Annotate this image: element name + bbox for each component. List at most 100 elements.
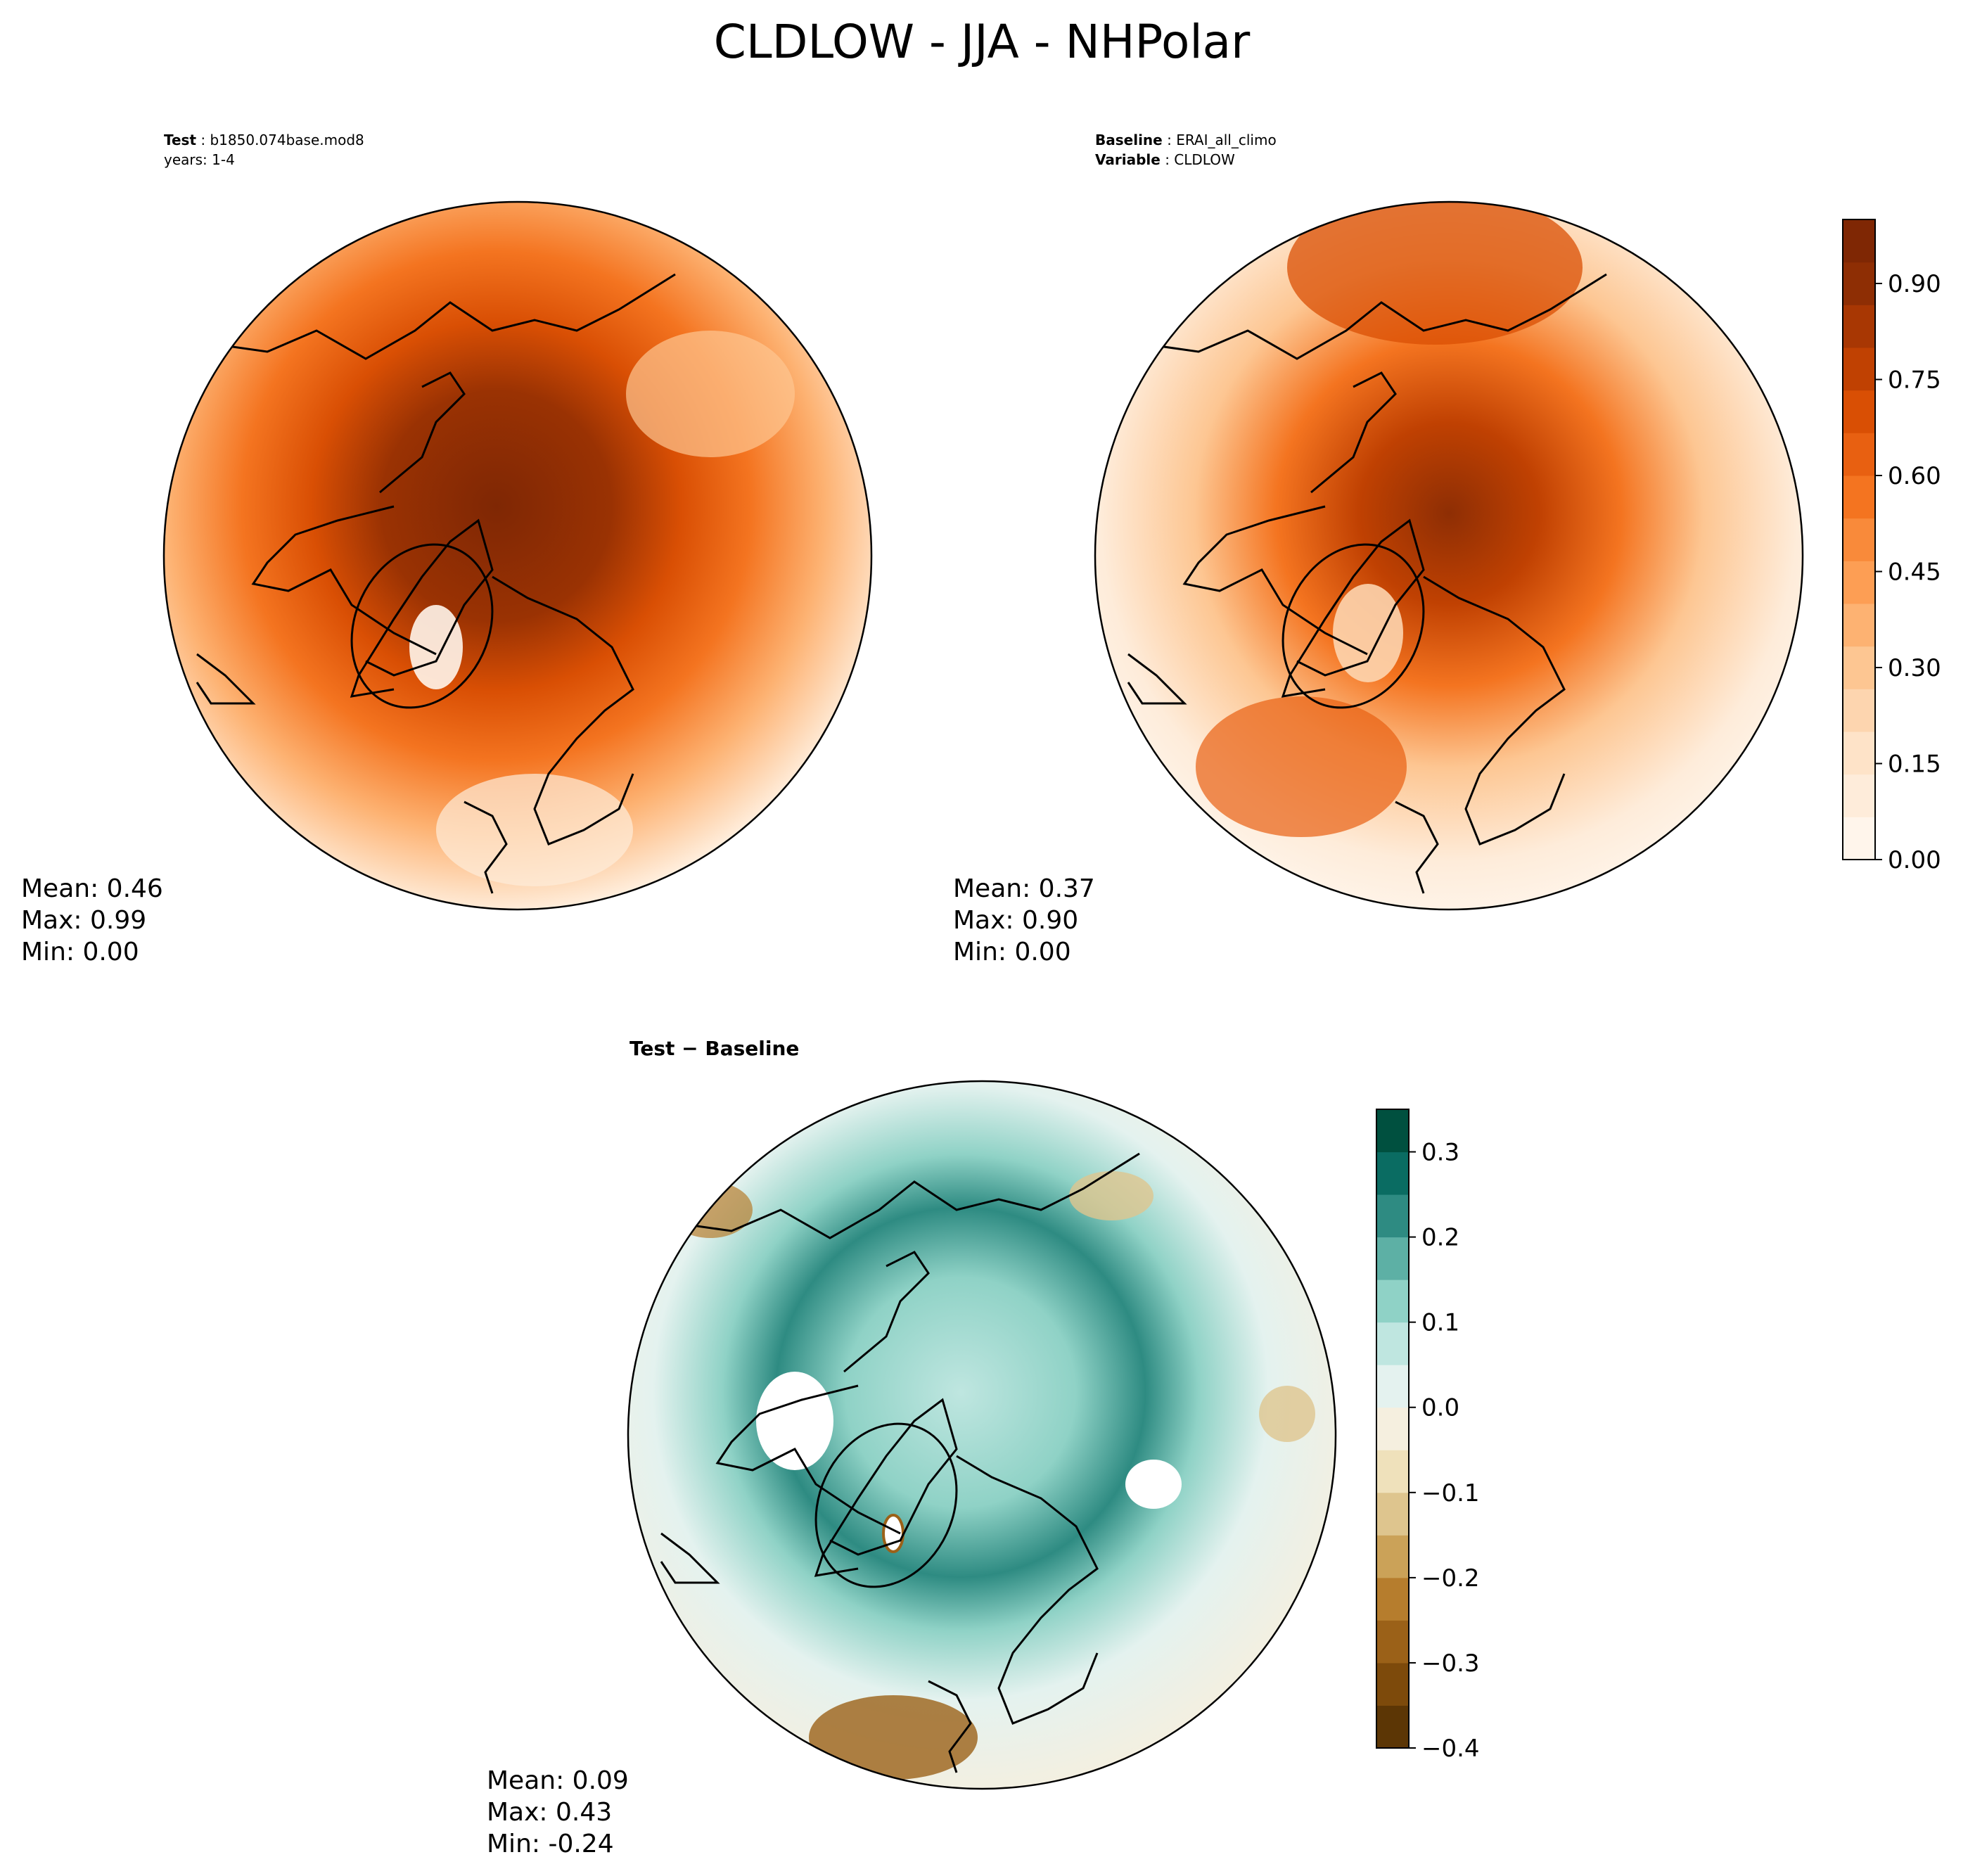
difference-header: Test − Baseline — [629, 1037, 799, 1060]
colorbar-diff-tick-label-1: 0.2 — [1421, 1224, 1459, 1252]
colorbar-top-band-5 — [1843, 604, 1875, 647]
difference-map-white-siberia — [1125, 1460, 1182, 1509]
colorbar-top-band-11 — [1843, 347, 1875, 391]
colorbar-diff-band-4 — [1376, 1535, 1409, 1578]
colorbar-top-tick-label-5: 0.75 — [1888, 366, 1941, 395]
baseline-header-label: Baseline — [1095, 132, 1163, 148]
difference-map — [628, 1081, 1336, 1789]
colorbar-diff-tick-label-3: 0.0 — [1421, 1394, 1459, 1422]
colorbar-top-tick-label-4: 0.60 — [1888, 462, 1941, 490]
colorbar-diff-band-12 — [1376, 1194, 1409, 1238]
baseline-map-boundary — [1094, 200, 1804, 911]
baseline-header-value: ERAI_all_climo — [1176, 132, 1277, 148]
colorbar-top-band-14 — [1843, 219, 1875, 263]
difference-map-greenland-outline — [814, 1422, 958, 1588]
difference-map-blob-northeast — [1069, 1171, 1153, 1220]
colorbar-top-band-4 — [1843, 646, 1875, 689]
colorbar-diff-band-2 — [1376, 1620, 1409, 1664]
colorbar-top-band-12 — [1843, 305, 1875, 348]
colorbar-top-ticks: 0.00 0.15 0.30 0.45 0.60 0.75 0.90 — [1875, 270, 1941, 874]
colorbar-top-tick-label-0: 0.00 — [1888, 846, 1941, 874]
colorbar-top-tick-label-2: 0.30 — [1888, 654, 1941, 682]
baseline-map-coastline — [1127, 273, 1607, 894]
colorbar-top-band-1 — [1843, 774, 1875, 817]
difference-map-boundary — [627, 1080, 1337, 1790]
baseline-header-line2: Variable : CLDLOW — [1095, 151, 1235, 168]
colorbar-top-tick-label-6: 0.90 — [1888, 270, 1941, 298]
colorbar-diff-tick-label-0: 0.3 — [1421, 1139, 1459, 1167]
baseline-stat-min: Min: 0.00 — [953, 938, 1071, 966]
difference-stat-mean: Mean: 0.09 — [487, 1766, 629, 1795]
difference-panel: Test − Baseline Mean: 0.09 Max: 0.43 Min… — [487, 1037, 1480, 1858]
test-stat-mean: Mean: 0.46 — [21, 874, 163, 903]
test-stat-max: Max: 0.99 — [21, 906, 146, 935]
difference-map-coastline — [660, 1152, 1140, 1773]
colorbar-diff-band-3 — [1376, 1577, 1409, 1621]
baseline-header-value2: CLDLOW — [1174, 151, 1235, 168]
colorbar-top-tick-label-3: 0.45 — [1888, 559, 1941, 587]
test-stat-min: Min: 0.00 — [21, 938, 139, 966]
colorbar-top-tick-label-1: 0.15 — [1888, 751, 1941, 779]
colorbar-diff-tick-label-6: −0.3 — [1421, 1650, 1480, 1678]
colorbar-diff-band-14 — [1376, 1109, 1409, 1153]
baseline-stat-max: Max: 0.90 — [953, 906, 1078, 935]
baseline-header-line1: Baseline : ERAI_all_climo — [1095, 132, 1277, 148]
colorbar-top-frame — [1842, 219, 1876, 860]
colorbar-diff-band-0 — [1376, 1705, 1409, 1749]
test-map-greenland-outline — [350, 543, 494, 709]
colorbar-diff-band-6 — [1376, 1450, 1409, 1493]
test-header-value: b1850.074base.mod8 — [210, 132, 364, 148]
colorbar-diff-band-11 — [1376, 1237, 1409, 1280]
baseline-map — [1095, 202, 1803, 910]
baseline-panel: Baseline : ERAI_all_climo Variable : CLD… — [953, 132, 1941, 966]
colorbar-diff-bands — [1376, 1109, 1409, 1749]
test-header-label: Test — [164, 132, 196, 148]
colorbar-diff: 0.3 0.2 0.1 0.0 −0.1 −0.2 −0.3 −0.4 — [1376, 1109, 1480, 1763]
colorbar-diff-tick-label-4: −0.1 — [1421, 1479, 1480, 1507]
figure-title: CLDLOW - JJA - NHPolar — [714, 15, 1251, 69]
baseline-map-blob-north — [1287, 202, 1583, 345]
colorbar-diff-frame — [1376, 1109, 1410, 1749]
baseline-stat-mean: Mean: 0.37 — [953, 874, 1095, 903]
colorbar-diff-band-9 — [1376, 1322, 1409, 1365]
colorbar-diff-band-10 — [1376, 1280, 1409, 1323]
test-map-boundary — [162, 200, 873, 911]
difference-stat-max: Max: 0.43 — [487, 1798, 612, 1827]
colorbar-diff-ticks: 0.3 0.2 0.1 0.0 −0.1 −0.2 −0.3 −0.4 — [1409, 1139, 1480, 1763]
test-header-sep: : — [196, 132, 210, 148]
baseline-map-greenland-outline — [1281, 543, 1425, 709]
colorbar-diff-band-13 — [1376, 1151, 1409, 1195]
test-map-blob-south — [436, 774, 633, 886]
baseline-header-sep2: : — [1161, 151, 1174, 168]
colorbar-top-band-2 — [1843, 732, 1875, 775]
colorbar-top: 0.00 0.15 0.30 0.45 0.60 0.75 0.90 — [1842, 219, 1941, 874]
colorbar-top-band-3 — [1843, 689, 1875, 732]
baseline-header-sep: : — [1163, 132, 1176, 148]
colorbar-top-band-9 — [1843, 433, 1875, 476]
test-header-line2: years: 1-4 — [164, 151, 235, 168]
colorbar-top-band-8 — [1843, 476, 1875, 519]
difference-stat-min: Min: -0.24 — [487, 1830, 614, 1858]
colorbar-diff-band-7 — [1376, 1407, 1409, 1450]
test-header-line1: Test : b1850.074base.mod8 — [164, 132, 364, 148]
test-panel: Test : b1850.074base.mod8 years: 1-4 Mea… — [21, 132, 873, 966]
difference-map-blob-northwest — [668, 1182, 753, 1238]
colorbar-top-band-13 — [1843, 262, 1875, 305]
baseline-header-label2: Variable — [1095, 151, 1161, 168]
test-map — [164, 202, 871, 910]
colorbar-diff-band-1 — [1376, 1662, 1409, 1706]
colorbar-diff-band-8 — [1376, 1365, 1409, 1408]
colorbar-top-bands — [1843, 219, 1875, 860]
test-map-blob-greenland — [409, 605, 463, 689]
difference-map-blob-east — [1259, 1386, 1315, 1442]
difference-map-blob-south — [809, 1695, 978, 1780]
colorbar-diff-tick-label-7: −0.4 — [1421, 1735, 1480, 1763]
colorbar-top-band-7 — [1843, 518, 1875, 561]
colorbar-top-band-10 — [1843, 390, 1875, 433]
colorbar-diff-tick-label-2: 0.1 — [1421, 1309, 1459, 1337]
colorbar-diff-band-5 — [1376, 1492, 1409, 1536]
test-map-coastline — [196, 273, 676, 894]
difference-map-white-canada — [756, 1372, 833, 1470]
colorbar-top-band-0 — [1843, 817, 1875, 860]
